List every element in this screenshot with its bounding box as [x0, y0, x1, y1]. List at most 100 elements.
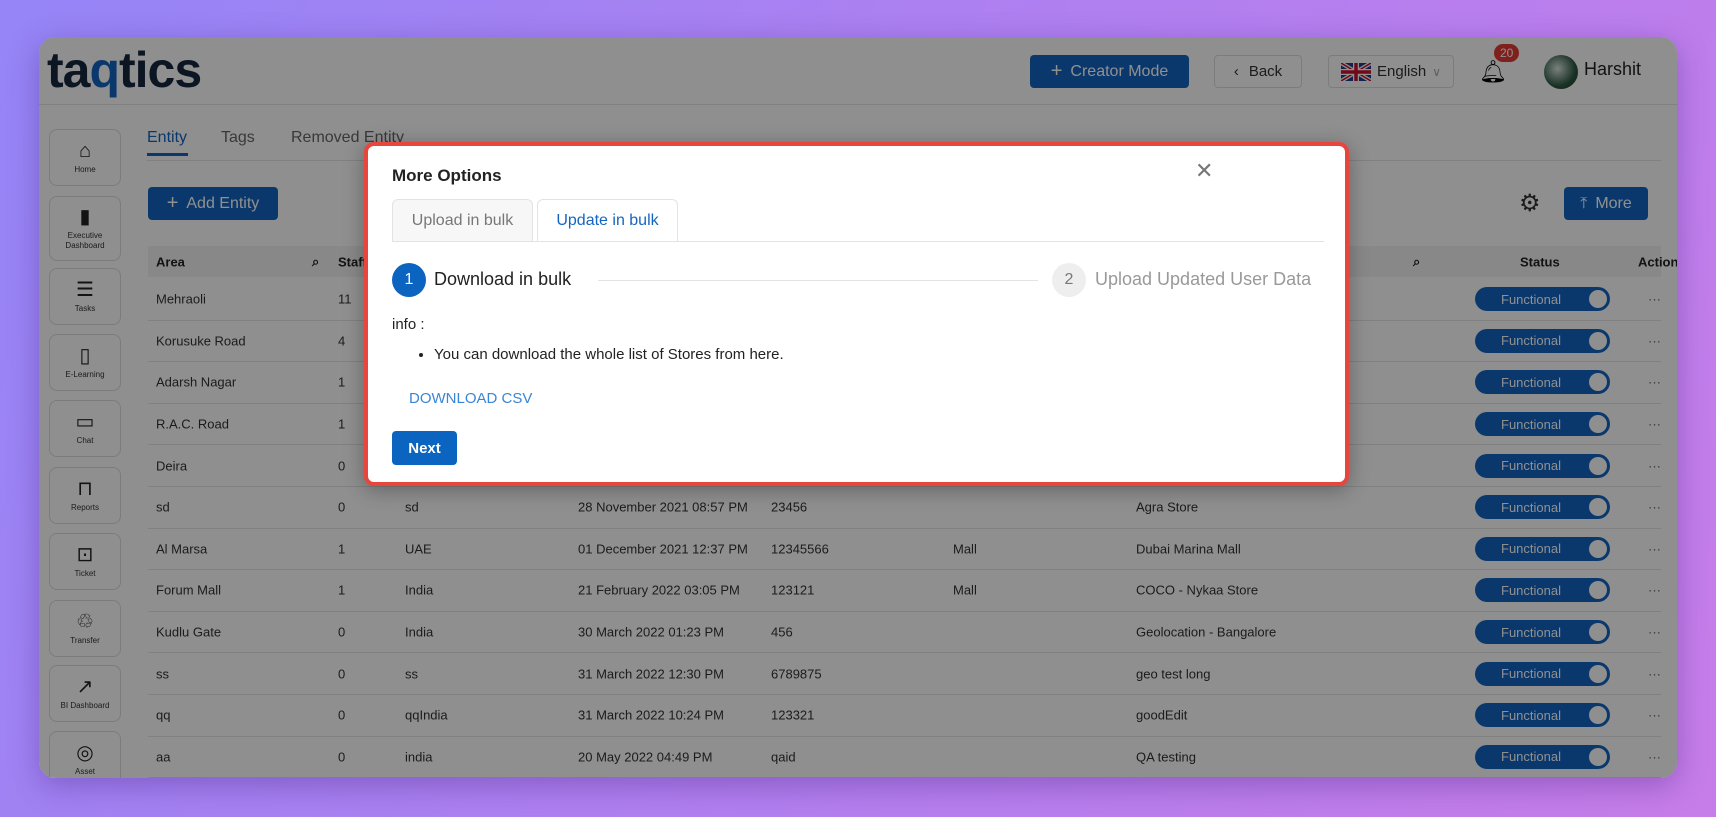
tab-removed-entity[interactable]: Removed Entity	[291, 129, 404, 146]
sidebar-item-label: BI Dashboard	[60, 700, 110, 710]
table-cell: India	[405, 582, 434, 598]
table-cell: Mall	[953, 582, 977, 598]
bar-chart-icon: ▮	[79, 205, 91, 228]
analytics-icon: ↗	[76, 675, 94, 698]
action-menu-button[interactable]: ···	[1648, 624, 1661, 640]
info-item: You can download the whole list of Store…	[434, 346, 784, 363]
sidebar-item-transfer[interactable]: ♲ Transfer	[49, 600, 121, 657]
back-button[interactable]: ‹ Back	[1214, 55, 1302, 88]
sidebar-item-label: Home	[74, 164, 96, 174]
creator-mode-button[interactable]: + Creator Mode	[1030, 55, 1189, 88]
table-cell: R.A.C. Road	[156, 416, 229, 432]
table-cell: 20 May 2022 04:49 PM	[578, 749, 713, 765]
table-cell: Mall	[953, 541, 977, 557]
table-cell: 0	[338, 666, 346, 682]
action-menu-button[interactable]: ···	[1648, 333, 1661, 349]
table-cell: aa	[156, 749, 171, 765]
table-cell: 12345566	[771, 541, 829, 557]
toggle-knob	[1589, 706, 1607, 725]
status-toggle[interactable]: Functional	[1475, 495, 1610, 520]
table-cell: 123121	[771, 582, 815, 598]
more-options-modal: More Options ✕ Upload in bulk Update in …	[364, 142, 1349, 486]
step-1-label: Download in bulk	[434, 269, 572, 289]
toggle-knob	[1589, 747, 1607, 766]
step-connector	[598, 280, 1038, 281]
action-menu-button[interactable]: ···	[1648, 666, 1661, 682]
toggle-knob	[1589, 456, 1607, 475]
bell-icon[interactable]: 🔔︎	[1479, 59, 1507, 84]
table-row: sd 0 sd 28 November 2021 08:57 PM 23456 Agra …	[148, 487, 1661, 529]
plus-icon: +	[1050, 60, 1063, 82]
status-toggle[interactable]: Functional	[1475, 661, 1610, 686]
more-button[interactable]: ⤒ More	[1564, 187, 1648, 220]
tab-tags[interactable]: Tags	[221, 129, 255, 146]
action-menu-button[interactable]: ···	[1648, 541, 1661, 557]
table-cell: goodEdit	[1136, 707, 1188, 723]
info-label: info :	[392, 316, 425, 333]
avatar[interactable]	[1544, 55, 1578, 89]
user-name[interactable]: Harshit	[1584, 59, 1642, 79]
presentation-icon: ⊓	[77, 477, 93, 500]
action-menu-button[interactable]: ···	[1648, 707, 1661, 723]
status-toggle[interactable]: Functional	[1475, 620, 1610, 645]
table-cell: Adarsh Nagar	[156, 374, 237, 390]
language-select[interactable]: English ∨	[1328, 55, 1454, 88]
action-menu-button[interactable]: ···	[1648, 582, 1661, 598]
tab-upload-in-bulk[interactable]: Upload in bulk	[392, 199, 533, 241]
action-menu-button[interactable]: ···	[1648, 291, 1661, 307]
sidebar-item-asset[interactable]: ◎ Asset	[49, 731, 121, 778]
search-icon[interactable]: ⌕	[312, 253, 320, 269]
action-menu-button[interactable]: ···	[1648, 416, 1661, 432]
table-cell: 0	[338, 499, 346, 515]
status-toggle[interactable]: Functional	[1475, 703, 1610, 728]
status-toggle[interactable]: Functional	[1475, 453, 1610, 478]
top-header: taqtics + Creator Mode ‹ Back English ∨ 🔔︎ …	[39, 37, 1677, 105]
status-toggle[interactable]: Functional	[1475, 744, 1610, 769]
status-toggle[interactable]: Functional	[1475, 578, 1610, 603]
action-menu-button[interactable]: ···	[1648, 499, 1661, 515]
table-row: Forum Mall 1 India 21 February 2022 03:05 P…	[148, 570, 1661, 612]
gear-icon[interactable]: ⚙	[1519, 190, 1541, 217]
table-cell: 1	[338, 582, 346, 598]
table-cell: sd	[156, 499, 170, 515]
modal-tab-divider	[392, 241, 1324, 242]
action-menu-button[interactable]: ···	[1648, 374, 1661, 390]
search-icon[interactable]: ⌕	[1413, 253, 1421, 269]
status-toggle[interactable]: Functional	[1475, 536, 1610, 561]
table-cell: Forum Mall	[156, 582, 222, 598]
status-toggle[interactable]: Functional	[1475, 328, 1610, 353]
sidebar-item-ticket[interactable]: ⊡ Ticket	[49, 533, 121, 590]
tab-update-in-bulk[interactable]: Update in bulk	[537, 199, 678, 241]
tab-entity[interactable]: Entity	[147, 129, 188, 146]
upload-icon: ⤒	[1580, 194, 1588, 212]
table-cell: 01 December 2021 12:37 PM	[578, 541, 748, 557]
sidebar-item-chat[interactable]: ▭ Chat	[49, 400, 121, 457]
sidebar-item-tasks[interactable]: ☰ Tasks	[49, 268, 121, 325]
next-button[interactable]: Next	[392, 431, 457, 465]
info-list: You can download the whole list of Store…	[418, 346, 784, 363]
plus-icon: +	[166, 192, 179, 214]
status-toggle[interactable]: Functional	[1475, 370, 1610, 395]
action-menu-button[interactable]: ···	[1648, 749, 1661, 765]
action-menu-button[interactable]: ···	[1648, 458, 1661, 474]
sidebar-item-reports[interactable]: ⊓ Reports	[49, 467, 121, 524]
sidebar-item-label: Ticket	[74, 568, 96, 578]
table-row: qq 0 qqIndia 31 March 2022 10:24 PM 123321 go…	[148, 695, 1661, 737]
close-icon[interactable]: ✕	[1195, 158, 1214, 183]
sidebar-item-executive-dashboard[interactable]: ▮ Executive Dashboard	[49, 196, 121, 261]
table-cell: Kudlu Gate	[156, 624, 222, 640]
download-csv-link[interactable]: DOWNLOAD CSV	[409, 390, 533, 407]
step-2-circle: 2	[1052, 263, 1086, 297]
table-row: aa 0 india 20 May 2022 04:49 PM qaid QA testi…	[148, 737, 1661, 778]
table-cell: sd	[405, 499, 419, 515]
sidebar-item-e-learning[interactable]: ▯ E-Learning	[49, 334, 121, 391]
sidebar-item-bi-dashboard[interactable]: ↗ BI Dashboard	[49, 665, 121, 722]
sidebar-item-home[interactable]: ⌂ Home	[49, 129, 121, 186]
add-entity-button[interactable]: + Add Entity	[148, 187, 278, 220]
step-2-label: Upload Updated User Data	[1095, 269, 1312, 289]
modal-title: More Options	[392, 166, 502, 185]
table-cell: 0	[338, 749, 346, 765]
status-toggle[interactable]: Functional	[1475, 287, 1610, 312]
asset-icon: ◎	[76, 741, 94, 764]
status-toggle[interactable]: Functional	[1475, 412, 1610, 437]
